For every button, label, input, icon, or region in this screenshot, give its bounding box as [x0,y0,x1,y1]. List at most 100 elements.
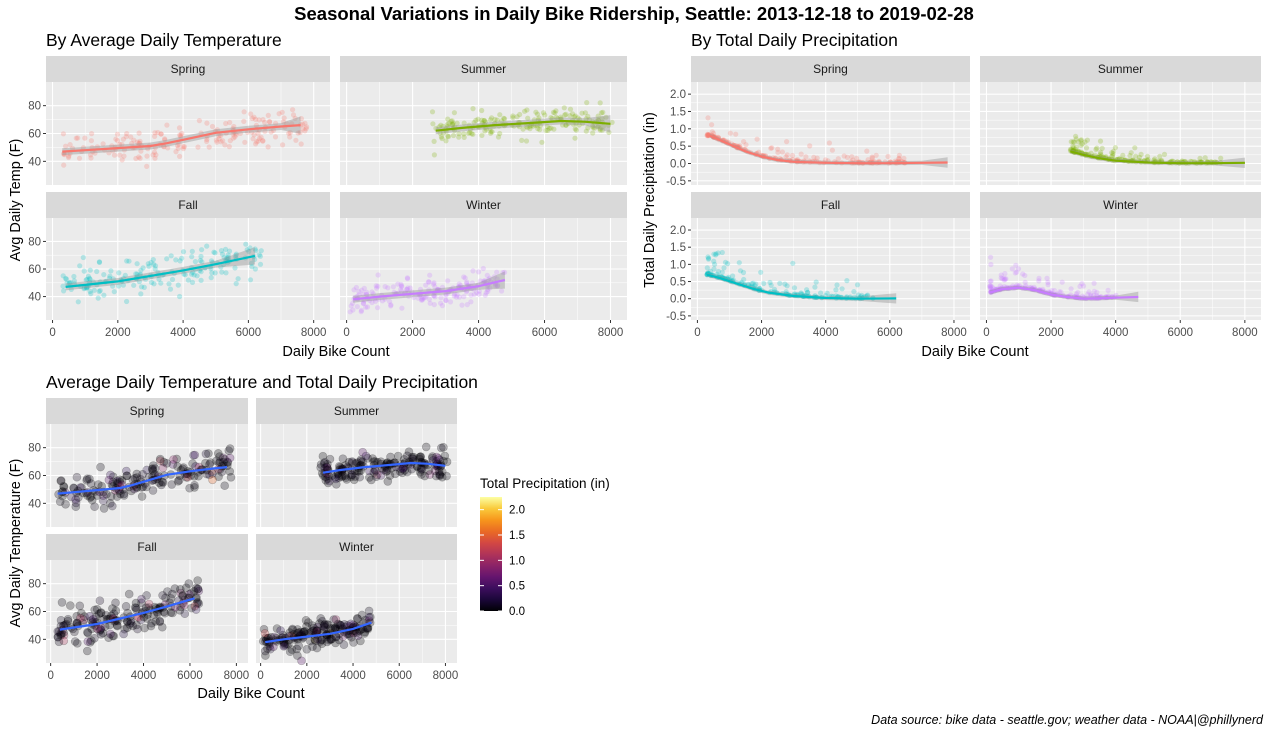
data-point [1078,137,1084,143]
data-point [151,617,160,626]
data-point [307,621,317,630]
data-point [223,458,232,468]
data-point [480,265,486,272]
data-point [730,273,736,279]
data-point [345,631,354,640]
data-point [532,122,538,128]
data-point [1098,149,1104,155]
data-point [572,126,578,132]
data-point [514,114,520,120]
data-point [342,475,352,484]
data-point [73,135,79,141]
data-point [430,281,437,287]
data-point [449,118,455,124]
data-point [835,156,841,162]
data-point [749,281,755,287]
data-point [1109,150,1115,156]
data-point [340,471,350,480]
facet-label: Summer [461,62,506,76]
data-point [189,586,199,596]
data-point [150,257,156,263]
data-point [775,149,781,155]
data-point [61,288,67,294]
data-point [311,636,320,646]
data-point [98,628,108,638]
data-point [194,471,203,481]
data-point [160,608,170,618]
data-point [704,265,710,271]
data-point [168,253,174,259]
data-point [56,476,66,485]
y-tick-label: -0.5 [666,311,686,323]
data-point [95,596,105,606]
data-point [453,294,460,300]
data-point [106,498,115,508]
data-point [364,304,371,310]
data-point [100,141,106,147]
x-tick-label: 8000 [1232,327,1258,339]
data-point [99,496,108,506]
data-point [115,475,125,485]
data-point [175,145,181,151]
data-point [483,126,489,132]
data-point [96,462,105,472]
data-point [456,294,462,300]
data-point [56,476,66,486]
data-point [395,467,405,476]
data-point [487,117,494,123]
data-point [487,126,493,132]
data-point [302,644,312,654]
data-point [600,109,606,115]
data-point [439,442,448,452]
data-point [497,112,503,118]
data-point [1127,153,1133,159]
data-point [517,111,523,118]
facet-label: Spring [171,62,206,76]
data-point [319,621,329,631]
data-point [405,285,411,291]
data-point [88,138,94,144]
data-point [346,619,356,629]
data-point [798,290,804,296]
data-point [499,288,505,294]
data-point [572,113,579,119]
data-point [1136,154,1142,160]
data-point [722,259,729,265]
data-point [1152,156,1158,162]
data-point [483,119,489,125]
data-point [214,472,223,482]
facet-fall: Fall 40 60 80 0 2000 4000 6000 8000 [28,192,330,339]
data-point [1091,280,1097,286]
x-tick-label: 4000 [466,327,492,339]
colorbar [480,497,502,611]
data-point [56,615,66,625]
x-tick-label: 6000 [236,327,262,339]
y-axis-title: Total Daily Precipitation (in) [642,112,658,288]
panel-background [691,218,970,320]
data-point [265,112,271,118]
data-point [320,457,330,467]
data-point [281,115,287,121]
data-point [128,134,134,140]
data-point [1068,139,1074,145]
data-point [1111,148,1117,154]
data-point [431,138,437,144]
data-point [445,134,452,140]
data-point [302,622,311,631]
data-point [187,603,196,613]
data-point [379,298,386,304]
data-point [356,456,365,466]
data-point [75,299,81,305]
data-point [420,295,426,301]
data-point [391,289,397,295]
data-point [166,608,176,617]
data-point [501,115,507,121]
data-point [70,627,79,637]
data-point [53,627,63,636]
data-point [287,645,297,654]
data-point [132,620,141,630]
data-point [85,637,95,647]
data-point [814,155,820,161]
data-point [219,457,228,467]
data-point [98,491,108,500]
